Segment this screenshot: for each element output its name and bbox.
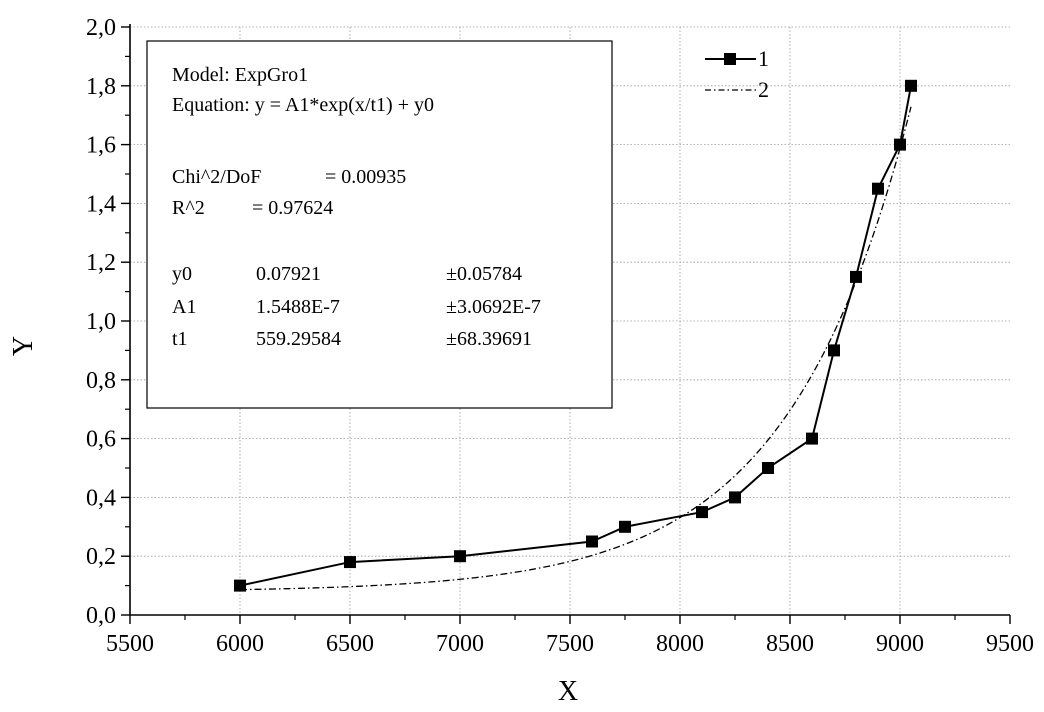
param-a1-value: 1.5488E-7 — [256, 296, 340, 318]
data-point — [619, 520, 631, 533]
x-ticks: 5500 6000 6500 7000 7500 8000 8500 9000 9500 — [106, 615, 1034, 657]
legend-label-series-1: 1 — [758, 46, 769, 71]
y-tick-label: 0,4 — [86, 485, 116, 511]
x-tick-label: 7000 — [436, 631, 484, 657]
y-tick-label: 0,6 — [86, 427, 116, 453]
x-axis-title: X — [558, 676, 578, 707]
equation-line: Equation: y = A1*exp(x/t1) + y0 — [172, 94, 434, 116]
x-tick-label: 9000 — [876, 631, 924, 657]
data-point — [234, 579, 246, 592]
x-tick-label: 7500 — [546, 631, 594, 657]
data-point — [586, 535, 598, 548]
y-tick-label: 1,2 — [86, 250, 116, 276]
y-ticks: 0,0 0,2 0,4 0,6 0,8 1,0 1,2 1,4 1,6 1,8 2,0 — [86, 15, 130, 629]
x-tick-label: 8500 — [766, 631, 814, 657]
legend-label-series-2: 2 — [758, 77, 769, 102]
param-y0-value: 0.07921 — [256, 263, 321, 285]
y-tick-label: 1,6 — [86, 133, 116, 159]
param-y0-error: ±0.05784 — [446, 263, 522, 285]
fit-curve-series — [239, 106, 912, 591]
fit-results-box: Model: ExpGro1 Equation: y = A1*exp(x/t1… — [146, 40, 613, 409]
y-tick-label: 0,8 — [86, 368, 116, 394]
y-axis-title: Y — [8, 336, 39, 356]
y-tick-label: 0,2 — [86, 544, 116, 570]
x-tick-label: 6500 — [326, 631, 374, 657]
y-tick-label: 1,8 — [86, 74, 116, 100]
y-tick-label: 2,0 — [86, 15, 116, 41]
data-point — [806, 432, 818, 445]
fit-results-frame — [146, 40, 613, 409]
data-point — [828, 344, 840, 357]
y-tick-label: 0,0 — [86, 603, 116, 629]
data-point — [762, 462, 774, 474]
x-tick-label: 9500 — [986, 631, 1034, 657]
y-tick-label: 1,0 — [86, 309, 116, 335]
data-point — [729, 491, 741, 504]
param-a1-name: A1 — [172, 296, 196, 318]
x-tick-label: 6000 — [216, 631, 264, 657]
data-point — [454, 550, 466, 563]
param-t1-value: 559.29584 — [256, 328, 341, 350]
y-tick-label: 1,4 — [86, 191, 116, 217]
x-tick-label: 8000 — [656, 631, 704, 657]
r2-value: = 0.97624 — [252, 197, 333, 219]
data-point — [894, 138, 906, 151]
chi-value: = 0.00935 — [325, 166, 406, 188]
legend-marker-series-1 — [724, 53, 736, 65]
param-a1-error: ±3.0692E-7 — [446, 296, 541, 318]
param-t1-name: t1 — [172, 328, 188, 350]
r2-label: R^2 — [172, 197, 205, 219]
data-point — [696, 506, 708, 519]
legend: 1 2 — [705, 46, 769, 102]
data-point — [872, 182, 884, 195]
chi-label: Chi^2/DoF — [172, 166, 261, 188]
series-1-line — [239, 85, 912, 587]
fit-curve-line — [239, 106, 912, 591]
model-line: Model: ExpGro1 — [172, 64, 308, 86]
data-point — [905, 79, 917, 92]
x-tick-label: 5500 — [106, 631, 154, 657]
data-series — [234, 79, 917, 592]
data-point — [850, 270, 862, 283]
param-t1-error: ±68.39691 — [446, 328, 532, 350]
data-point — [344, 556, 356, 569]
param-y0-name: y0 — [172, 263, 192, 285]
